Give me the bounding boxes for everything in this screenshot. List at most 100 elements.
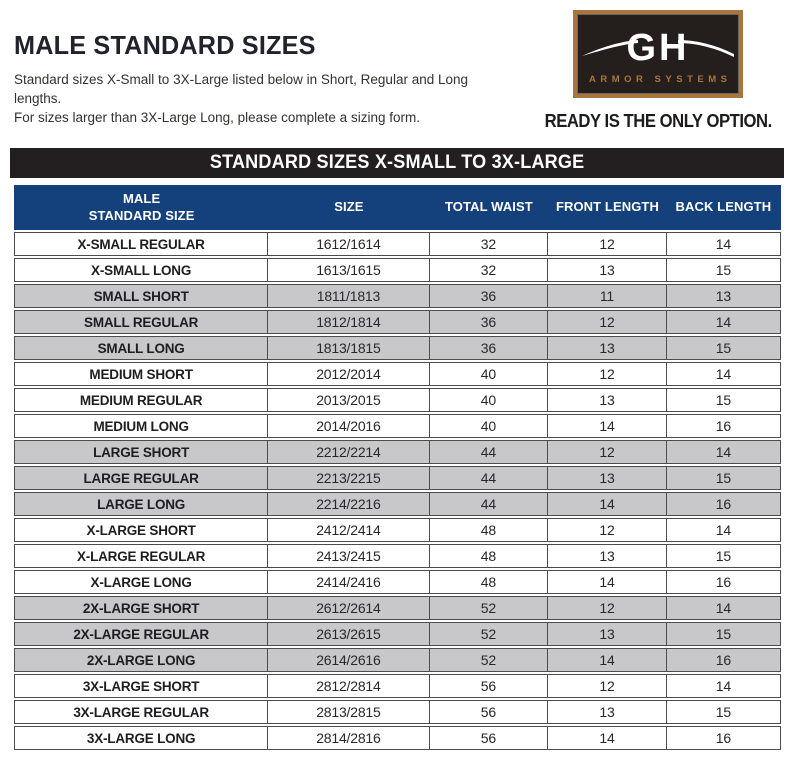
cell-front-length: 13 [548,545,667,567]
cell-back-length: 15 [715,470,731,486]
table-row: 3X-LARGE REGULAR 2813/2815 56 13 15 [14,700,781,724]
cell-standard-size: 2X-LARGE SHORT [15,597,269,619]
cell-size: 2612/2614 [268,597,430,619]
table-row: MEDIUM REGULAR 2013/2015 40 13 15 [14,388,781,412]
cell-total-waist: 56 [430,727,549,749]
table-row: 3X-LARGE LONG 2814/2816 56 14 16 [14,726,781,750]
cell-total-waist: 40 [430,415,549,437]
cell-back-length: 15 [715,392,731,408]
cell-standard-size: 3X-LARGE REGULAR [15,701,269,723]
cell-size: 2014/2016 [268,415,430,437]
subtitle-line-2: For sizes larger than 3X-Large Long, ple… [14,109,420,125]
cell-total-waist: 36 [430,285,549,307]
table-row: SMALL SHORT 1811/1813 36 11 13 [14,284,781,308]
cell-standard-size: X-SMALL REGULAR [15,233,269,255]
cell-front-length: 14 [548,493,667,515]
cell-total-waist: 52 [430,649,549,671]
table-row: MEDIUM LONG 2014/2016 40 14 16 [14,414,781,438]
cell-total-waist: 36 [430,337,549,359]
cell-standard-size: LARGE REGULAR [15,467,269,489]
cell-total-waist: 52 [430,597,549,619]
brand-block: GH ARMOR SYSTEMS READY IS THE ONLY OPTIO… [534,10,782,132]
cell-back-length: 14 [715,522,731,538]
cell-standard-size: MEDIUM SHORT [15,363,269,385]
cell-total-waist: 44 [430,467,549,489]
table-row: SMALL REGULAR 1812/1814 36 12 14 [14,310,781,334]
cell-back-length: 16 [715,574,731,590]
cell-size: 1812/1814 [268,311,430,333]
gh-logo-letters: GH [627,27,690,69]
cell-size: 2813/2815 [268,701,430,723]
cell-back-length: 15 [715,548,731,564]
cell-back-length: 14 [715,444,731,460]
column-header-front-length: FRONT LENGTH [555,199,659,215]
cell-front-length: 13 [548,389,667,411]
cell-standard-size: SMALL REGULAR [15,311,269,333]
cell-front-length: 14 [548,649,667,671]
cell-front-length: 12 [548,311,667,333]
cell-front-length: 13 [548,467,667,489]
cell-size: 2214/2216 [268,493,430,515]
cell-standard-size: 3X-LARGE LONG [15,727,269,749]
cell-standard-size: X-LARGE SHORT [15,519,269,541]
cell-size: 2613/2615 [268,623,430,645]
cell-total-waist: 56 [430,701,549,723]
cell-back-length: 14 [715,236,731,252]
cell-back-length: 15 [715,340,731,356]
cell-total-waist: 40 [430,389,549,411]
cell-size: 2814/2816 [268,727,430,749]
cell-back-length: 14 [715,678,731,694]
table-title-banner-text: STANDARD SIZES X-SMALL TO 3X-LARGE [209,152,585,173]
table-row: 2X-LARGE REGULAR 2613/2615 52 13 15 [14,622,781,646]
cell-standard-size: 2X-LARGE LONG [15,649,269,671]
cell-standard-size: 2X-LARGE REGULAR [15,623,269,645]
cell-total-waist: 32 [430,259,549,281]
cell-standard-size: 3X-LARGE SHORT [15,675,269,697]
sizing-table: MALE STANDARD SIZE SIZE TOTAL WAIST FRON… [14,185,781,750]
brand-tagline: READY IS THE ONLY OPTION. [544,110,772,131]
cell-front-length: 14 [548,571,667,593]
table-row: LARGE REGULAR 2213/2215 44 13 15 [14,466,781,490]
cell-standard-size: X-LARGE REGULAR [15,545,269,567]
cell-size: 2012/2014 [268,363,430,385]
cell-back-length: 14 [715,366,731,382]
cell-front-length: 14 [548,727,667,749]
cell-size: 2414/2416 [268,571,430,593]
cell-size: 2413/2415 [268,545,430,567]
cell-standard-size: MEDIUM LONG [15,415,269,437]
table-row: MEDIUM SHORT 2012/2014 40 12 14 [14,362,781,386]
cell-size: 2212/2214 [268,441,430,463]
cell-total-waist: 44 [430,441,549,463]
cell-front-length: 13 [548,623,667,645]
table-row: SMALL LONG 1813/1815 36 13 15 [14,336,781,360]
gh-logo-icon: GH [582,27,734,69]
cell-standard-size: X-LARGE LONG [15,571,269,593]
table-header-row: MALE STANDARD SIZE SIZE TOTAL WAIST FRON… [14,185,781,230]
cell-back-length: 13 [715,288,731,304]
cell-front-length: 12 [548,363,667,385]
cell-total-waist: 44 [430,493,549,515]
cell-front-length: 11 [548,285,667,307]
cell-back-length: 16 [715,496,731,512]
cell-size: 2213/2215 [268,467,430,489]
page-header: MALE STANDARD SIZES Standard sizes X-Sma… [0,0,794,144]
table-row: LARGE SHORT 2212/2214 44 12 14 [14,440,781,464]
cell-standard-size: X-SMALL LONG [15,259,269,281]
cell-back-length: 15 [715,626,731,642]
cell-front-length: 12 [548,597,667,619]
intro-block: MALE STANDARD SIZES Standard sizes X-Sma… [14,10,514,128]
cell-front-length: 14 [548,415,667,437]
cell-standard-size: SMALL SHORT [15,285,269,307]
cell-front-length: 13 [548,701,667,723]
table-row: X-SMALL LONG 1613/1615 32 13 15 [14,258,781,282]
table-title-banner: STANDARD SIZES X-SMALL TO 3X-LARGE [10,148,784,178]
cell-size: 1813/1815 [268,337,430,359]
table-row: X-LARGE SHORT 2412/2414 48 12 14 [14,518,781,542]
cell-standard-size: SMALL LONG [15,337,269,359]
cell-back-length: 14 [715,314,731,330]
cell-size: 1612/1614 [268,233,430,255]
cell-total-waist: 48 [430,571,549,593]
cell-size: 2013/2015 [268,389,430,411]
column-header-back-length: BACK LENGTH [675,199,772,215]
